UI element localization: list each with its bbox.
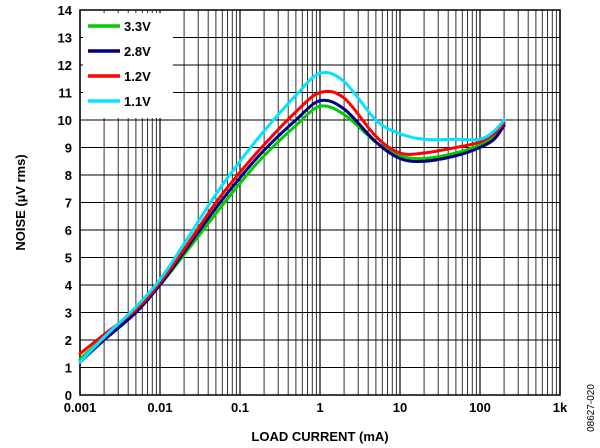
- y-tick-label: 7: [65, 196, 72, 211]
- y-tick-label: 10: [58, 113, 72, 128]
- series-lines: [78, 70, 506, 364]
- y-tick-label: 4: [65, 278, 73, 293]
- y-tick-label: 14: [58, 3, 73, 18]
- y-tick-label: 8: [65, 168, 72, 183]
- y-tick-label: 9: [65, 141, 72, 156]
- y-tick-label: 5: [65, 251, 72, 266]
- x-tick-label: 1: [316, 400, 323, 415]
- y-tick-label: 11: [58, 86, 72, 101]
- x-tick-label: 0.01: [147, 400, 172, 415]
- series-line-1-2v: [78, 89, 506, 356]
- x-axis-title: LOAD CURRENT (mA): [251, 429, 388, 444]
- legend: 3.3V 2.8V 1.2V 1.1V: [83, 13, 173, 118]
- series-line-2-8v: [78, 98, 506, 364]
- figure-id: 08627-020: [586, 384, 597, 432]
- x-tick-label: 0.001: [64, 400, 97, 415]
- y-tick-label: 13: [58, 31, 72, 46]
- y-tick-label: 0: [65, 388, 72, 403]
- y-tick-label: 12: [58, 58, 72, 73]
- y-tick-label: 6: [65, 223, 72, 238]
- legend-label: 2.8V: [124, 44, 151, 59]
- x-tick-labels: 0.001 0.01 0.1 1 10 100 1k: [64, 400, 568, 415]
- legend-label: 1.2V: [124, 69, 151, 84]
- y-tick-label: 2: [65, 333, 72, 348]
- y-tick-label: 1: [65, 361, 72, 376]
- legend-label: 3.3V: [124, 19, 151, 34]
- series-line-3-3v: [78, 104, 506, 361]
- plot-frame: [79, 9, 561, 396]
- x-tick-label: 1k: [553, 400, 568, 415]
- x-tick-label: 0.1: [231, 400, 249, 415]
- y-tick-label: 3: [65, 306, 72, 321]
- x-tick-label: 10: [393, 400, 407, 415]
- y-axis-title: NOISE (µV rms): [13, 154, 28, 250]
- legend-label: 1.1V: [124, 94, 151, 109]
- series-line-1-1v: [78, 70, 506, 364]
- x-tick-label: 100: [469, 400, 491, 415]
